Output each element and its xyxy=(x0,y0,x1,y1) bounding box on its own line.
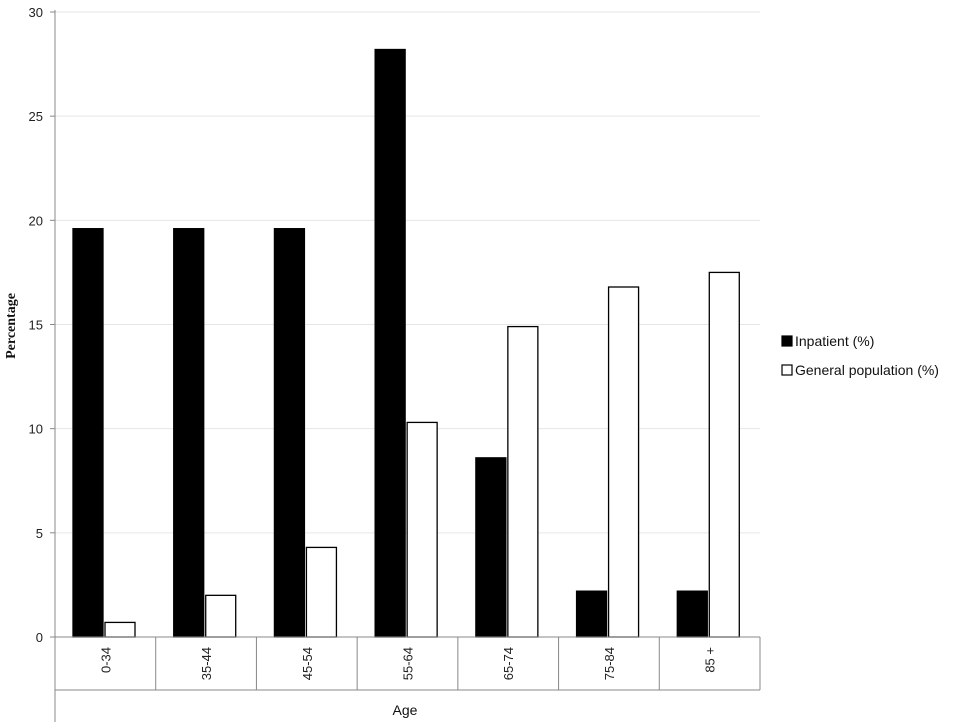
bar-general-population-0-34 xyxy=(104,621,136,638)
legend-label: Inpatient (%) xyxy=(795,333,874,349)
bar-inpatient-35-44 xyxy=(173,228,205,638)
x-tick-label: 45-54 xyxy=(300,647,315,680)
x-tick-label: 75-84 xyxy=(602,647,617,680)
x-tick-label: 65-74 xyxy=(501,647,516,680)
bars xyxy=(72,48,740,638)
bar-inpatient-75-84 xyxy=(575,590,608,638)
bar-general-population-45-54 xyxy=(305,546,338,638)
bar-general-population-75-84 xyxy=(607,286,640,638)
bar-general-population-65-74 xyxy=(507,325,539,638)
y-tick-label: 10 xyxy=(29,422,43,437)
bar-inpatient-55-64 xyxy=(374,48,406,638)
y-ticks: 0 5 10 15 20 25 30 xyxy=(29,5,55,645)
y-tick-label: 0 xyxy=(36,630,43,645)
legend: Inpatient (%) General population (%) xyxy=(781,333,939,378)
bar-inpatient-65-74 xyxy=(475,457,507,638)
y-tick-label: 5 xyxy=(36,526,43,541)
legend-swatch xyxy=(781,364,793,376)
y-tick-label: 25 xyxy=(29,109,43,124)
bar-general-population-35-44 xyxy=(205,594,237,638)
bar-general-population-55-64 xyxy=(406,421,438,638)
x-ticks: 0-34 35-44 45-54 55-64 65-74 75-84 85 + xyxy=(98,647,717,680)
y-tick-label: 30 xyxy=(29,5,43,20)
legend-label: General population (%) xyxy=(795,362,939,378)
x-tick-label: 35-44 xyxy=(199,647,214,680)
x-tick-label: 0-34 xyxy=(98,647,113,673)
x-tick-label: 55-64 xyxy=(401,647,416,680)
bar-inpatient-0-34 xyxy=(72,228,104,638)
gridlines xyxy=(55,11,760,534)
legend-swatch xyxy=(781,335,793,347)
y-tick-label: 20 xyxy=(29,213,43,228)
x-axis-title: Age xyxy=(393,702,418,718)
bar-inpatient-85 xyxy=(676,590,708,638)
bar-inpatient-45-54 xyxy=(273,228,306,638)
y-axis-title: Percentage xyxy=(4,293,19,359)
axes xyxy=(54,10,761,722)
bar-general-population-85 xyxy=(708,271,740,638)
x-tick-label: 85 + xyxy=(703,647,718,673)
y-tick-label: 15 xyxy=(29,318,43,333)
